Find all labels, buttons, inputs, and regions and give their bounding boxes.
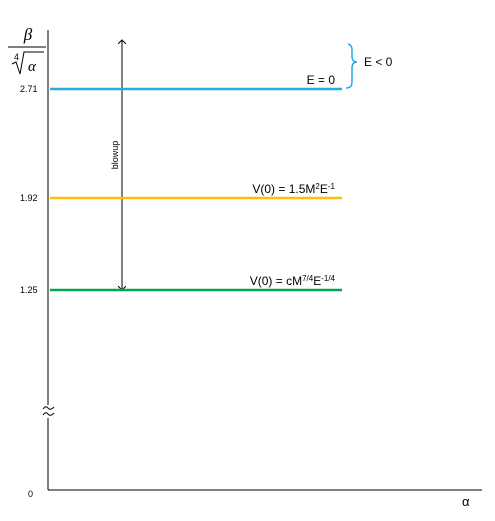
label-text: V(0) = cM	[250, 274, 302, 288]
level-label: V(0) = 1.5M2E-1	[252, 182, 335, 197]
arrow-label: blowup	[110, 141, 120, 170]
root-index: 4	[14, 52, 19, 62]
superscript: -1	[328, 182, 336, 191]
label-text: E	[313, 274, 321, 288]
brace	[345, 43, 358, 89]
y-label-numerator: β	[23, 25, 33, 44]
origin-label: 0	[28, 489, 33, 499]
superscript: 2	[315, 182, 320, 191]
superscript: -1/4	[321, 274, 335, 283]
superscript: 7/4	[302, 274, 314, 283]
x-label: α	[462, 494, 470, 509]
y-tick-label: 2.71	[20, 84, 38, 94]
y-label-denominator: α	[28, 59, 37, 75]
root-sign	[11, 51, 44, 75]
y-tick-label: 1.92	[20, 193, 38, 203]
label-text: E = 0	[307, 73, 336, 87]
level-label: V(0) = cM7/4E-1/4	[250, 274, 336, 289]
label-text: E	[320, 182, 328, 196]
axis-break	[42, 406, 55, 416]
brace-label: E < 0	[364, 55, 393, 69]
label-text: V(0) = 1.5M	[252, 182, 315, 196]
y-tick-label: 1.25	[20, 285, 38, 295]
level-label: E = 0	[307, 73, 336, 87]
